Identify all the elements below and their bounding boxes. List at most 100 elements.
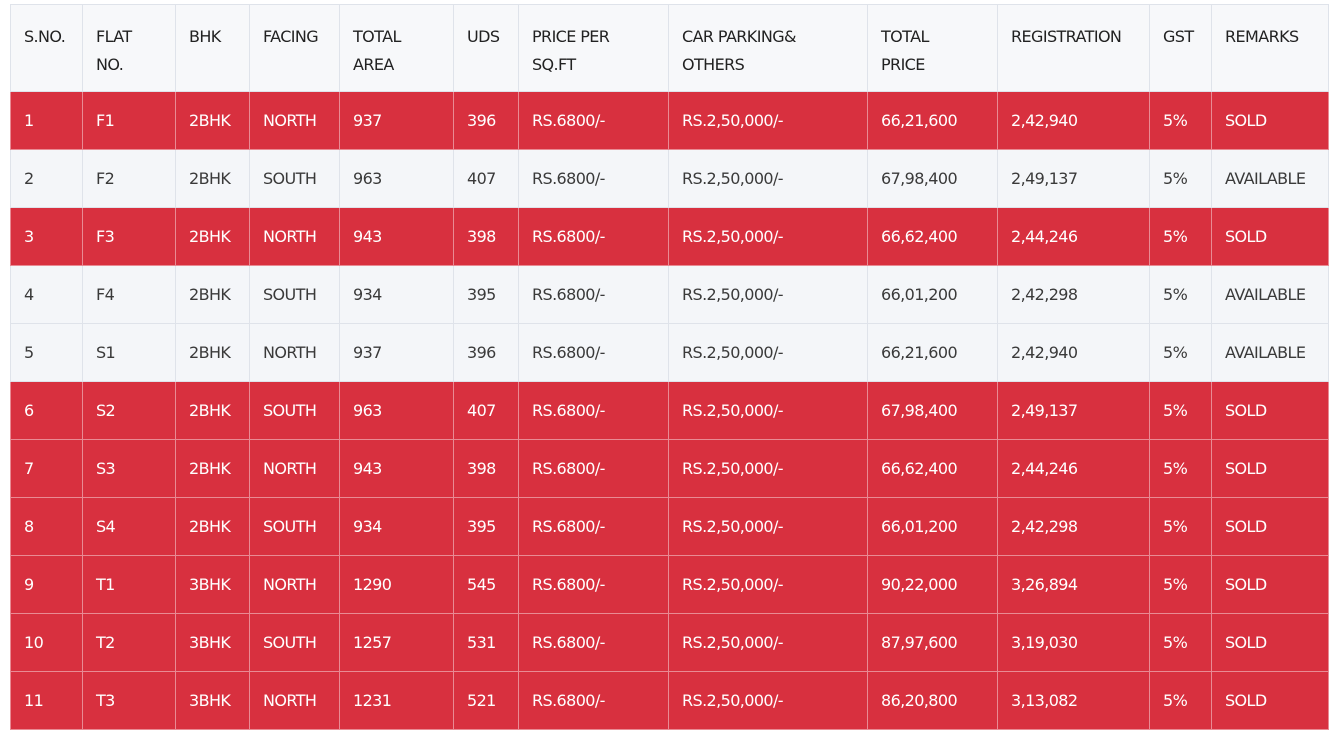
table-cell: S4 — [82, 497, 176, 556]
table-cell: RS.6800/- — [518, 91, 669, 150]
table-cell: NORTH — [249, 671, 340, 730]
table-cell: SOUTH — [249, 613, 340, 672]
table-cell: RS.2,50,000/- — [668, 207, 868, 266]
table-cell: F2 — [82, 149, 176, 208]
table-cell: 3BHK — [175, 671, 250, 730]
table-cell: AVAILABLE — [1211, 323, 1329, 382]
header-cell: CAR PARKING& OTHERS — [668, 4, 868, 92]
table-cell: F3 — [82, 207, 176, 266]
table-cell: 66,21,600 — [867, 323, 998, 382]
table-cell: 3BHK — [175, 613, 250, 672]
table-cell: 934 — [339, 265, 454, 324]
table-cell: 7 — [10, 439, 83, 498]
table-cell: 67,98,400 — [867, 149, 998, 208]
table-body: 1 F1 2BHK NORTH 937 396 RS.6800/- RS.2,50,000/-… — [10, 91, 1329, 730]
table-cell: 934 — [339, 497, 454, 556]
header-text: S.NO. — [24, 27, 66, 46]
header-text: UDS — [467, 27, 500, 46]
table-cell: 937 — [339, 91, 454, 150]
table-cell: 395 — [453, 265, 519, 324]
header-text: TOTAL — [353, 27, 401, 46]
table-cell: 9 — [10, 555, 83, 614]
table-cell: NORTH — [249, 439, 340, 498]
header-text: OTHERS — [682, 55, 745, 74]
table-cell: 2 — [10, 149, 83, 208]
table-cell: 5% — [1149, 91, 1212, 150]
header-cell: BHK — [175, 4, 250, 92]
table-cell: SOUTH — [249, 497, 340, 556]
table-row: 4 F4 2BHK SOUTH 934 395 RS.6800/- RS.2,50,000/-… — [10, 265, 1329, 324]
table-cell: 2BHK — [175, 381, 250, 440]
table-cell: RS.6800/- — [518, 613, 669, 672]
table-cell: RS.2,50,000/- — [668, 381, 868, 440]
table-cell: SOLD — [1211, 91, 1329, 150]
table-cell: 2BHK — [175, 149, 250, 208]
table-cell: 396 — [453, 91, 519, 150]
table-cell: RS.6800/- — [518, 497, 669, 556]
table-cell: 4 — [10, 265, 83, 324]
table-cell: 5 — [10, 323, 83, 382]
table-cell: 8 — [10, 497, 83, 556]
table-row: 6 S2 2BHK SOUTH 963 407 RS.6800/- RS.2,50,000/-… — [10, 381, 1329, 440]
header-cell: REGISTRATION — [997, 4, 1150, 92]
table-cell: 2BHK — [175, 439, 250, 498]
table-cell: S2 — [82, 381, 176, 440]
table-cell: 2BHK — [175, 207, 250, 266]
table-cell: NORTH — [249, 207, 340, 266]
table-cell: 5% — [1149, 149, 1212, 208]
table-cell: 5% — [1149, 439, 1212, 498]
table-wrapper: S.NO. FLAT NO. BHK FACING TOTAL AREA UDS PRICE P… — [10, 4, 1329, 730]
table-cell: RS.6800/- — [518, 323, 669, 382]
table-cell: NORTH — [249, 91, 340, 150]
table-cell: 6 — [10, 381, 83, 440]
table-cell: 66,62,400 — [867, 439, 998, 498]
table-cell: 2,44,246 — [997, 439, 1150, 498]
table-cell: SOUTH — [249, 149, 340, 208]
table-cell: RS.2,50,000/- — [668, 323, 868, 382]
table-cell: 3,26,894 — [997, 555, 1150, 614]
table-cell: 398 — [453, 207, 519, 266]
table-cell: T2 — [82, 613, 176, 672]
header-cell: UDS — [453, 4, 519, 92]
table-cell: 396 — [453, 323, 519, 382]
table-row: 11 T3 3BHK NORTH 1231 521 RS.6800/- RS.2,50,000… — [10, 671, 1329, 730]
table-cell: F4 — [82, 265, 176, 324]
table-cell: RS.2,50,000/- — [668, 91, 868, 150]
table-cell: RS.2,50,000/- — [668, 149, 868, 208]
table-row: 2 F2 2BHK SOUTH 963 407 RS.6800/- RS.2,50,000/-… — [10, 149, 1329, 208]
header-text: NO. — [96, 55, 124, 74]
table-cell: 2BHK — [175, 323, 250, 382]
table-row: 3 F3 2BHK NORTH 943 398 RS.6800/- RS.2,50,000/-… — [10, 207, 1329, 266]
table-cell: 1257 — [339, 613, 454, 672]
table-cell: SOLD — [1211, 207, 1329, 266]
table-cell: SOUTH — [249, 381, 340, 440]
header-text: GST — [1163, 27, 1194, 46]
header-cell: S.NO. — [10, 4, 83, 92]
table-cell: 1 — [10, 91, 83, 150]
table-cell: 5% — [1149, 323, 1212, 382]
table-cell: RS.6800/- — [518, 439, 669, 498]
table-cell: 1231 — [339, 671, 454, 730]
table-cell: 545 — [453, 555, 519, 614]
table-cell: 3,13,082 — [997, 671, 1150, 730]
table-cell: 2,42,298 — [997, 497, 1150, 556]
table-cell: 407 — [453, 149, 519, 208]
table-cell: SOLD — [1211, 613, 1329, 672]
table-cell: 943 — [339, 207, 454, 266]
table-cell: 10 — [10, 613, 83, 672]
table-cell: 5% — [1149, 671, 1212, 730]
header-row: S.NO. FLAT NO. BHK FACING TOTAL AREA UDS PRICE P… — [10, 4, 1329, 92]
table-cell: 90,22,000 — [867, 555, 998, 614]
table-cell: 2,49,137 — [997, 381, 1150, 440]
table-cell: 11 — [10, 671, 83, 730]
table-cell: T3 — [82, 671, 176, 730]
table-cell: 943 — [339, 439, 454, 498]
table-cell: 2,42,940 — [997, 91, 1150, 150]
table-cell: RS.6800/- — [518, 381, 669, 440]
table-cell: SOUTH — [249, 265, 340, 324]
table-cell: NORTH — [249, 555, 340, 614]
table-cell: S1 — [82, 323, 176, 382]
table-cell: RS.6800/- — [518, 671, 669, 730]
table-cell: RS.2,50,000/- — [668, 265, 868, 324]
